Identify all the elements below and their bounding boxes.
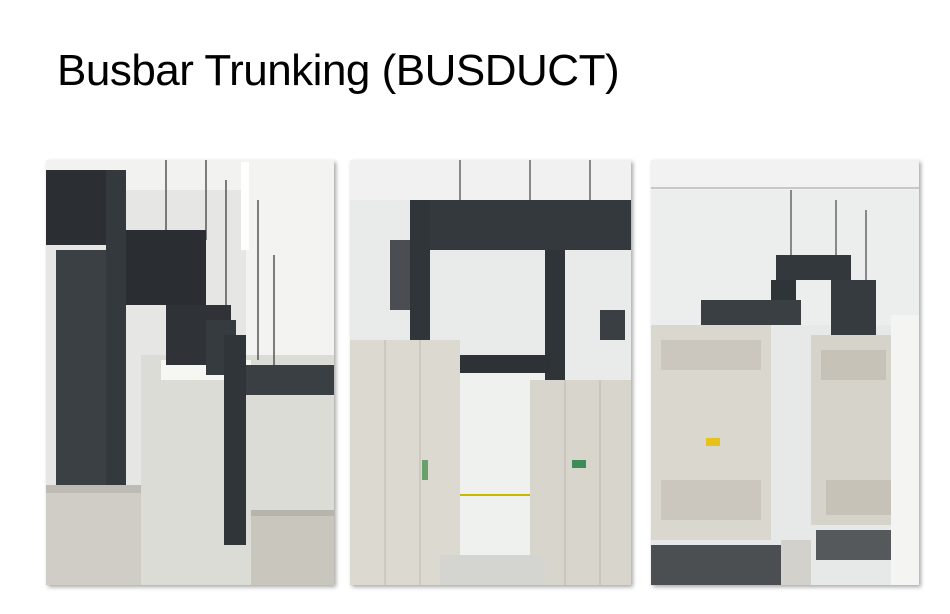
- busduct-overhead-illustration: [46, 160, 334, 585]
- busduct-transformer-illustration: [651, 160, 919, 585]
- busduct-transformer-photo: [651, 160, 919, 585]
- slide-title: Busbar Trunking (BUSDUCT): [57, 46, 620, 95]
- busduct-switchgear-photo: [350, 160, 631, 585]
- busduct-switchgear-illustration: [350, 160, 631, 585]
- busduct-overhead-photo: [46, 160, 334, 585]
